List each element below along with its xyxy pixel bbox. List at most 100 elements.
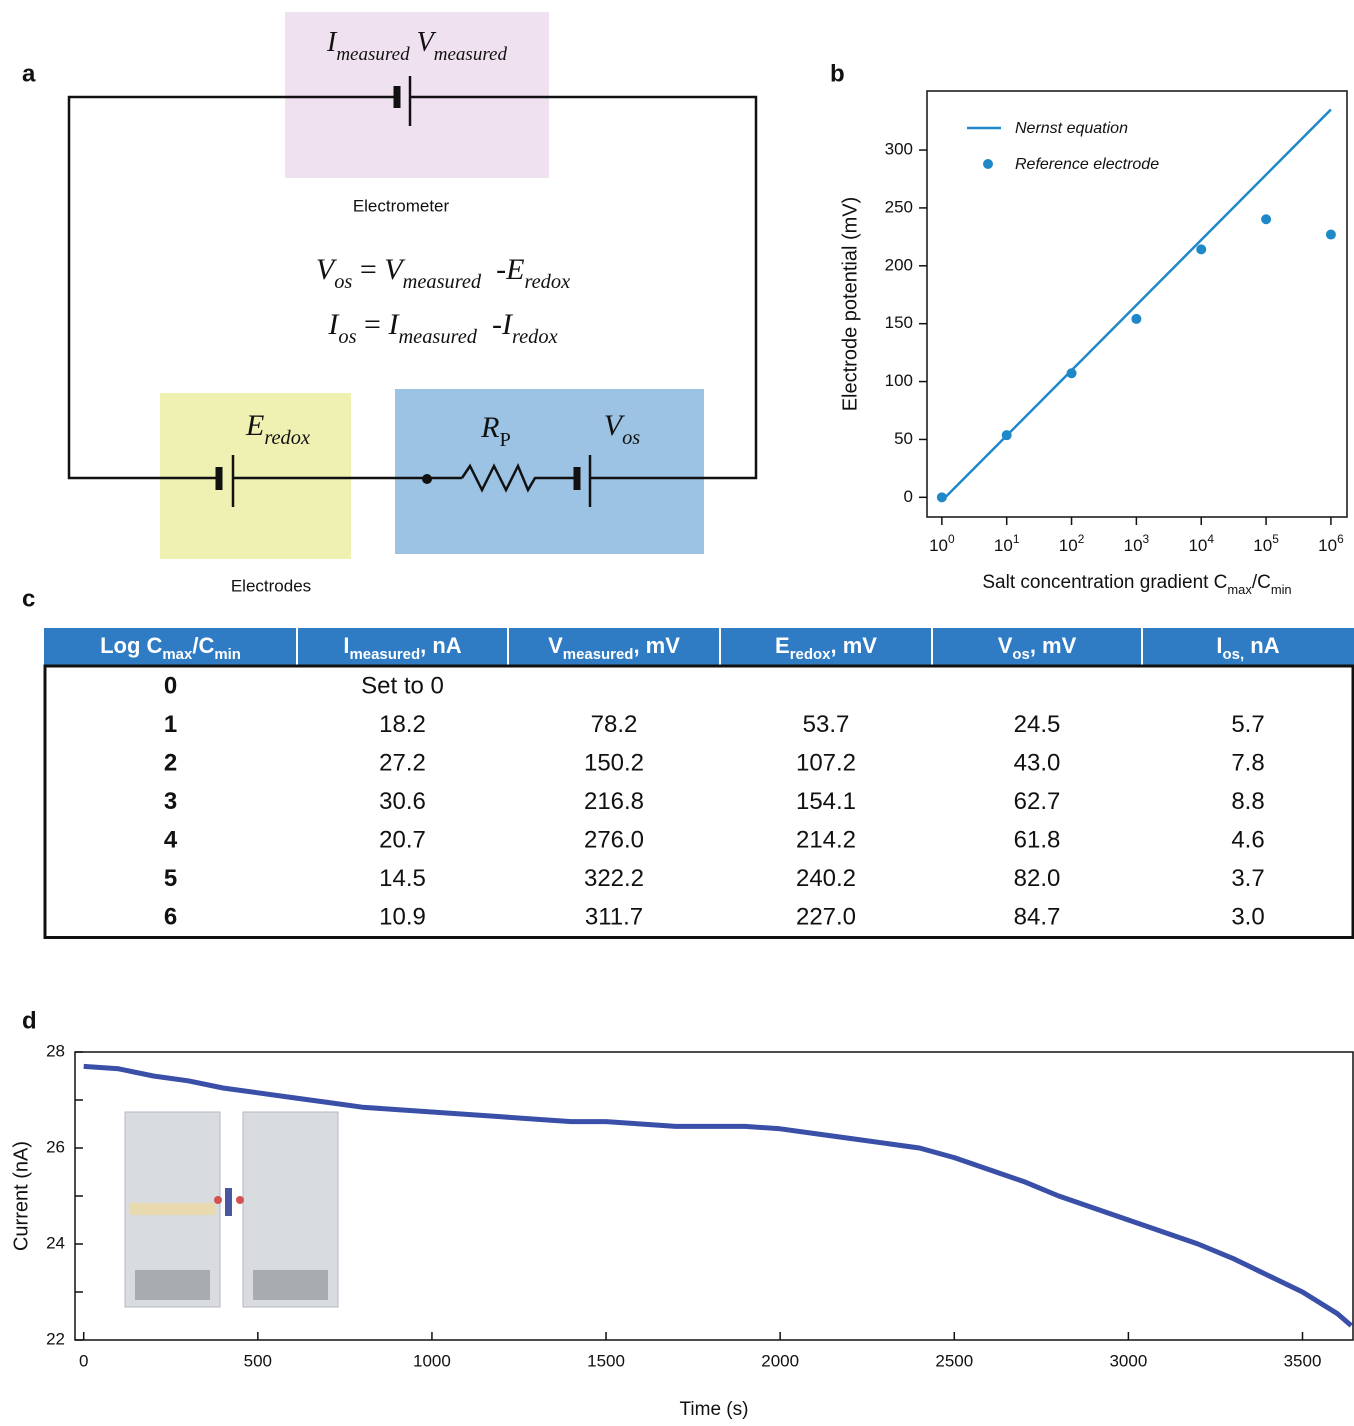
resistor [460, 462, 576, 493]
equation: Ios = Imeasured -Iredox [327, 308, 557, 348]
table-cell: 214.2 [796, 826, 856, 853]
equation-part: -I [477, 308, 514, 341]
table-cell: 4 [164, 826, 178, 853]
table-cell: 6 [164, 903, 177, 930]
y-tick-label: 300 [885, 140, 913, 159]
panel-label: b [830, 60, 845, 87]
table-header-part: /C [192, 633, 214, 658]
x-tick-label: 105 [1253, 532, 1279, 555]
resistor-label-part: P [499, 429, 510, 451]
x-axis-label: Salt concentration gradient Cmax/Cmin [982, 572, 1291, 597]
panel-label: c [22, 585, 35, 612]
data-point [1131, 313, 1142, 324]
table-cell: 4.6 [1231, 826, 1264, 853]
x-axis-label-part: Salt concentration gradient C [982, 572, 1227, 593]
table-cell: Set to 0 [361, 672, 444, 699]
x-tick-base: 10 [1124, 536, 1143, 555]
batteries [215, 76, 592, 507]
x-tick-exponent: 4 [1207, 532, 1214, 546]
x-tick-exponent: 5 [1272, 532, 1279, 546]
meter-label-part: I [326, 27, 338, 58]
data-point [1066, 368, 1077, 379]
data-point [1196, 244, 1207, 255]
data-point [1001, 430, 1012, 441]
table-header-part: os, [1223, 646, 1245, 663]
x-tick-base: 10 [1318, 536, 1337, 555]
table-cell: 0 [164, 672, 177, 699]
x-axis-label-part: min [1271, 582, 1292, 597]
base [135, 1270, 210, 1300]
table-cell: 8.8 [1231, 788, 1264, 815]
table-header-bg [44, 628, 1354, 666]
x-tick-label: 100 [929, 532, 955, 555]
table-header-part: , mV [633, 633, 680, 658]
table-cell: 27.2 [379, 749, 426, 776]
table-header-part: , mV [1030, 633, 1077, 658]
table-cell: 1 [164, 711, 177, 738]
equation-part: os [334, 271, 352, 293]
table-cell: 154.1 [796, 788, 856, 815]
x-tick-base: 10 [1253, 536, 1272, 555]
equation-part: measured [403, 271, 482, 293]
resistor-label-part: R [480, 411, 499, 444]
source-box [395, 389, 704, 554]
table-cell: 107.2 [796, 749, 856, 776]
source-label: Vos [604, 409, 641, 449]
table-cell: 14.5 [379, 865, 426, 892]
electrode-label: Eredox [245, 409, 310, 449]
table-header-part: V [548, 633, 563, 658]
base [253, 1270, 328, 1300]
equation: Vos = Vmeasured -Eredox [316, 253, 570, 293]
table-cell: 7.8 [1231, 749, 1264, 776]
table-header-part: I [1216, 633, 1222, 658]
table-cell: 53.7 [803, 711, 850, 738]
chip [225, 1188, 232, 1216]
equation-part: os [338, 326, 356, 348]
table-header: Vos, mV [998, 633, 1077, 664]
table-cell: 3 [164, 788, 177, 815]
table-header-part: , mV [830, 633, 877, 658]
electrodes-box [160, 393, 351, 559]
table-cell: 82.0 [1014, 865, 1061, 892]
x-tick-exponent: 1 [1013, 532, 1020, 546]
equation-part: = [352, 253, 384, 286]
y-axis-label: Electrode potential (mV) [839, 197, 861, 412]
y-tick-label: 0 [904, 487, 913, 506]
table-cell: 62.7 [1014, 788, 1061, 815]
table-header: Eredox, mV [775, 633, 877, 664]
legend-marker [983, 159, 993, 169]
x-tick-label: 500 [244, 1351, 272, 1370]
table-cell: 10.9 [379, 903, 426, 930]
table-header-part: os [1012, 646, 1029, 663]
electrodes-caption: Electrodes [231, 576, 311, 595]
table-cell: 61.8 [1014, 826, 1061, 853]
meter-label-part: measured [434, 44, 508, 65]
membrane [130, 1203, 215, 1215]
table-cell: 84.7 [1014, 903, 1061, 930]
table-cell: 150.2 [584, 749, 644, 776]
wire [410, 95, 758, 480]
table-cell: 43.0 [1014, 749, 1061, 776]
x-tick-label: 106 [1318, 532, 1344, 555]
table-header-part: measured [563, 646, 634, 663]
x-axis-label-part: /C [1252, 572, 1271, 593]
x-tick-label: 1500 [587, 1351, 625, 1370]
inset-illustration [124, 1111, 339, 1308]
electrode-label-part: E [245, 409, 264, 442]
electrometer-box [285, 12, 549, 178]
table-cell: 322.2 [584, 865, 644, 892]
panel-label: a [22, 60, 36, 87]
x-tick-label: 104 [1188, 532, 1214, 555]
table-header-part: nA [1244, 633, 1280, 658]
resistor-label: RP [480, 411, 511, 451]
x-tick-base: 10 [994, 536, 1013, 555]
junction [422, 474, 432, 484]
x-tick-label: 1000 [413, 1351, 451, 1370]
table-header: Log Cmax/Cmin [100, 633, 241, 664]
y-tick-label: 50 [894, 429, 913, 448]
table-header: Imeasured, nA [343, 633, 461, 664]
source-label-part: V [604, 409, 626, 442]
y-tick-label: 100 [885, 371, 913, 390]
meter-label-part: V [410, 27, 437, 58]
